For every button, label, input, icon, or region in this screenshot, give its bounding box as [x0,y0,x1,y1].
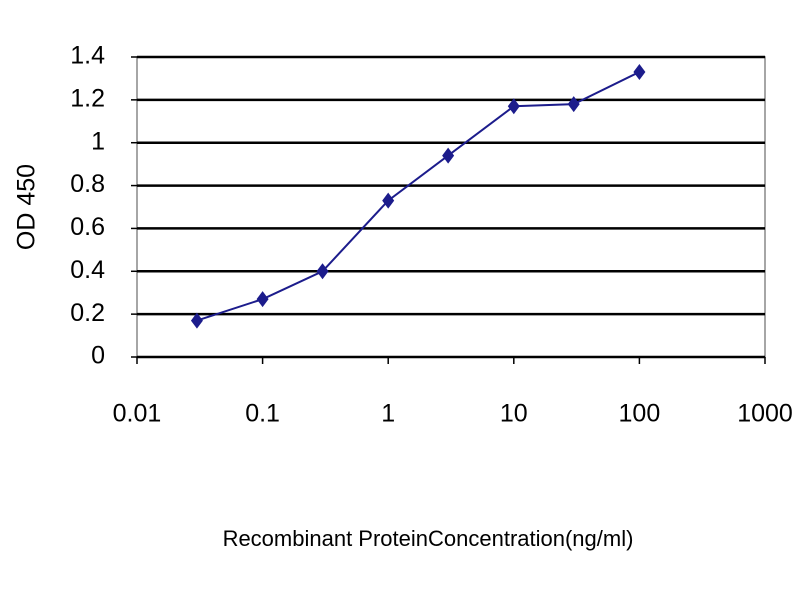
y-tick-label: 1 [91,127,105,155]
x-axis-title: Recombinant ProteinConcentration(ng/ml) [223,526,634,551]
y-axis-title: OD 450 [13,164,41,250]
y-tick-label: 0 [91,342,105,370]
x-tick-label: 1 [381,400,395,428]
x-tick-label: 0.1 [245,400,280,428]
x-tick-label: 10 [500,400,528,428]
data-marker [316,263,329,280]
plot-frame [136,56,766,358]
y-tick-label: 0.8 [70,170,105,198]
x-tick-label: 100 [619,400,661,428]
data-marker [382,192,395,209]
y-tick-label: 0.6 [70,213,105,241]
x-tick-label: 1000 [737,400,793,428]
data-marker [256,291,269,308]
data-marker [633,64,646,80]
x-tick-label: 0.01 [113,400,162,428]
data-marker [442,147,455,164]
y-tick-label: 0.2 [70,299,105,327]
data-marker [190,312,203,329]
data-marker [567,96,580,113]
data-line [196,71,640,322]
data-marker [507,98,520,115]
y-tick-label: 1.2 [70,84,105,112]
y-tick-label: 1.4 [70,42,105,70]
y-tick-label: 0.4 [70,256,105,284]
